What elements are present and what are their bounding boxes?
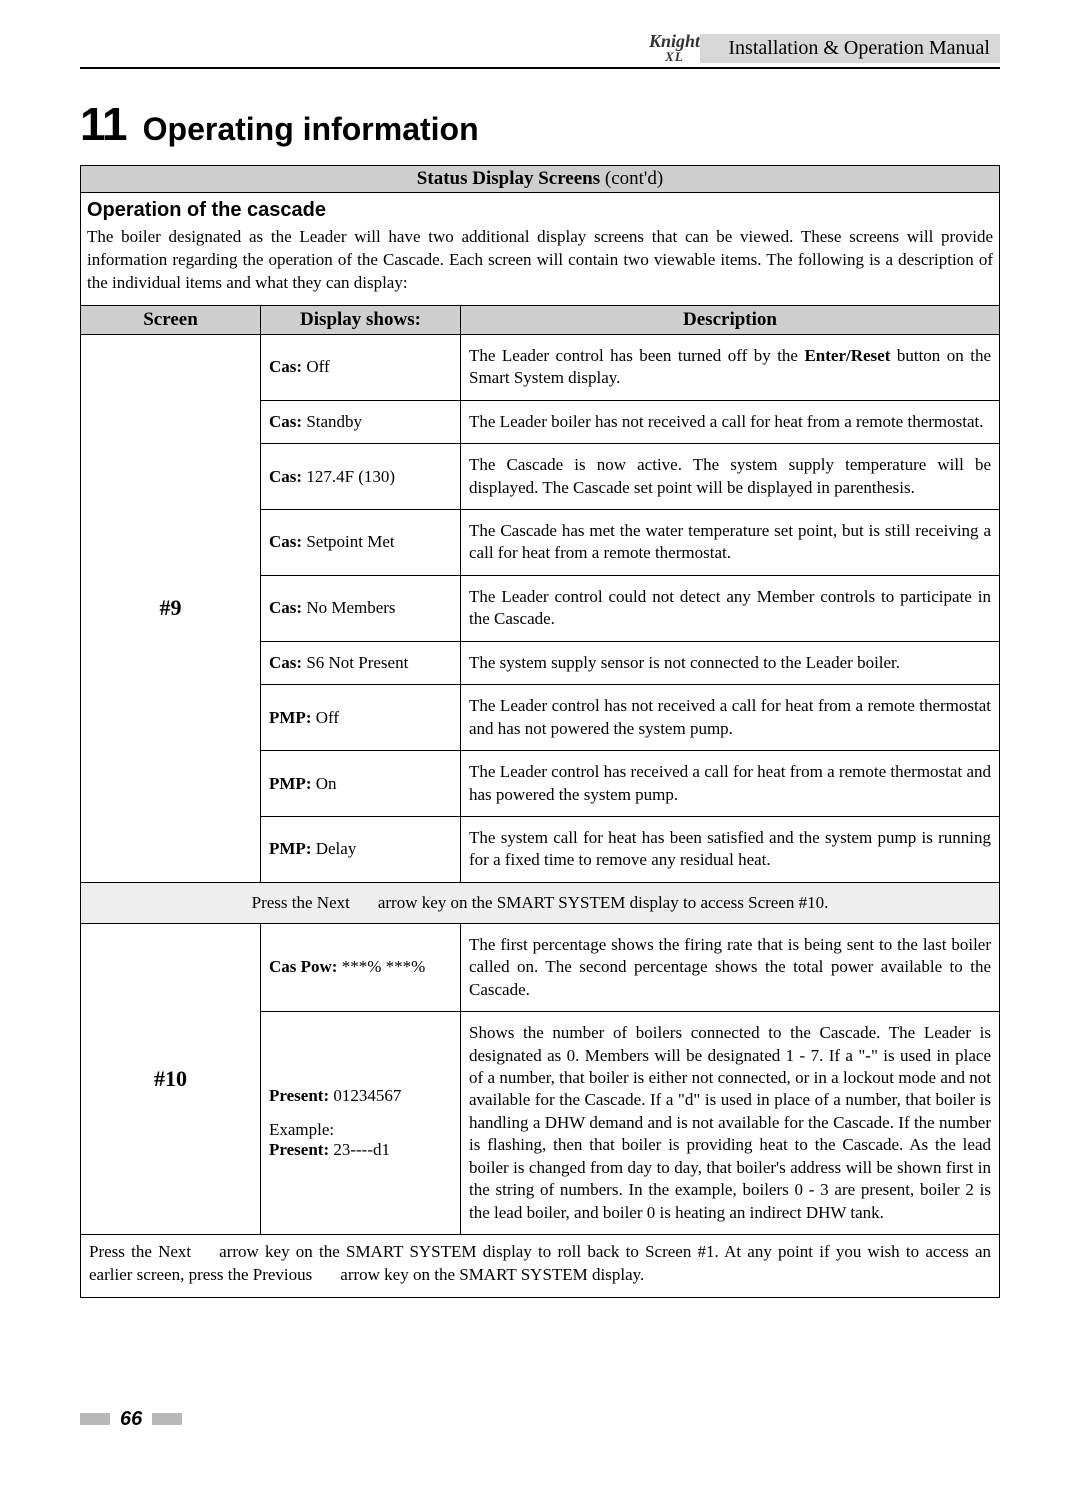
display-cell: Cas: S6 Not Present bbox=[261, 641, 461, 684]
desc-cell: Shows the number of boilers connected to… bbox=[461, 1012, 1000, 1235]
status-banner: Status Display Screens (cont'd) bbox=[80, 165, 1000, 193]
brand-top: Knight bbox=[649, 32, 700, 50]
section-number: 11 bbox=[80, 97, 127, 151]
nav-instruction-row: Press the Nextarrow key on the SMART SYS… bbox=[81, 882, 1000, 923]
desc-cell: The Cascade is now active. The system su… bbox=[461, 444, 1000, 510]
display-cell: Cas: Off bbox=[261, 334, 461, 400]
manual-title: Installation & Operation Manual bbox=[700, 34, 1000, 63]
banner-bold: Status Display Screens bbox=[417, 168, 600, 189]
brand-sub: XL bbox=[649, 50, 700, 63]
page-number-decor-right bbox=[152, 1413, 182, 1425]
desc-cell: The Leader control has not received a ca… bbox=[461, 685, 1000, 751]
section-title-text: Operating information bbox=[143, 111, 479, 148]
cascade-subheading: Operation of the cascade bbox=[80, 193, 1000, 226]
display-cell: Cas Pow: ***% ***% bbox=[261, 923, 461, 1011]
screen-label: #10 bbox=[81, 923, 261, 1234]
col-display: Display shows: bbox=[261, 305, 461, 334]
brand-logo: Knight XL bbox=[649, 32, 700, 63]
desc-cell: The Leader control could not detect any … bbox=[461, 575, 1000, 641]
page-header: Knight XL Installation & Operation Manua… bbox=[80, 32, 1000, 69]
cascade-intro: The boiler designated as the Leader will… bbox=[80, 226, 1000, 305]
table-row: #9 Cas: Off The Leader control has been … bbox=[81, 334, 1000, 400]
desc-cell: The Leader control has been turned off b… bbox=[461, 334, 1000, 400]
display-cell: Cas: 127.4F (130) bbox=[261, 444, 461, 510]
display-cell: PMP: Delay bbox=[261, 816, 461, 882]
display-cell: Present: 01234567 Example: Present: 23--… bbox=[261, 1012, 461, 1235]
desc-cell: The Cascade has met the water temperatur… bbox=[461, 510, 1000, 576]
display-cell: PMP: On bbox=[261, 751, 461, 817]
page-number-decor-left bbox=[80, 1413, 110, 1425]
nav-instruction: Press the Nextarrow key on the SMART SYS… bbox=[81, 882, 1000, 923]
display-cell: Cas: No Members bbox=[261, 575, 461, 641]
display-cell: Cas: Standby bbox=[261, 400, 461, 443]
desc-cell: The Leader boiler has not received a cal… bbox=[461, 400, 1000, 443]
desc-cell: The system call for heat has been satisf… bbox=[461, 816, 1000, 882]
cascade-table: Screen Display shows: Description #9 Cas… bbox=[80, 305, 1000, 1235]
banner-cont: (cont'd) bbox=[600, 168, 663, 189]
nav-instruction-footer: Press the Nextarrow key on the SMART SYS… bbox=[80, 1235, 1000, 1298]
display-cell: PMP: Off bbox=[261, 685, 461, 751]
desc-cell: The Leader control has received a call f… bbox=[461, 751, 1000, 817]
display-cell: Cas: Setpoint Met bbox=[261, 510, 461, 576]
screen-label: #9 bbox=[81, 334, 261, 882]
desc-cell: The first percentage shows the firing ra… bbox=[461, 923, 1000, 1011]
page-number: 66 bbox=[120, 1408, 142, 1431]
col-description: Description bbox=[461, 305, 1000, 334]
example-label: Example: bbox=[269, 1120, 452, 1140]
desc-cell: The system supply sensor is not connecte… bbox=[461, 641, 1000, 684]
table-row: #10 Cas Pow: ***% ***% The first percent… bbox=[81, 923, 1000, 1011]
table-header-row: Screen Display shows: Description bbox=[81, 305, 1000, 334]
col-screen: Screen bbox=[81, 305, 261, 334]
page-number-block: 66 bbox=[80, 1408, 1000, 1431]
manual-page: Knight XL Installation & Operation Manua… bbox=[0, 0, 1080, 1491]
section-heading: 11 Operating information bbox=[80, 97, 1000, 151]
